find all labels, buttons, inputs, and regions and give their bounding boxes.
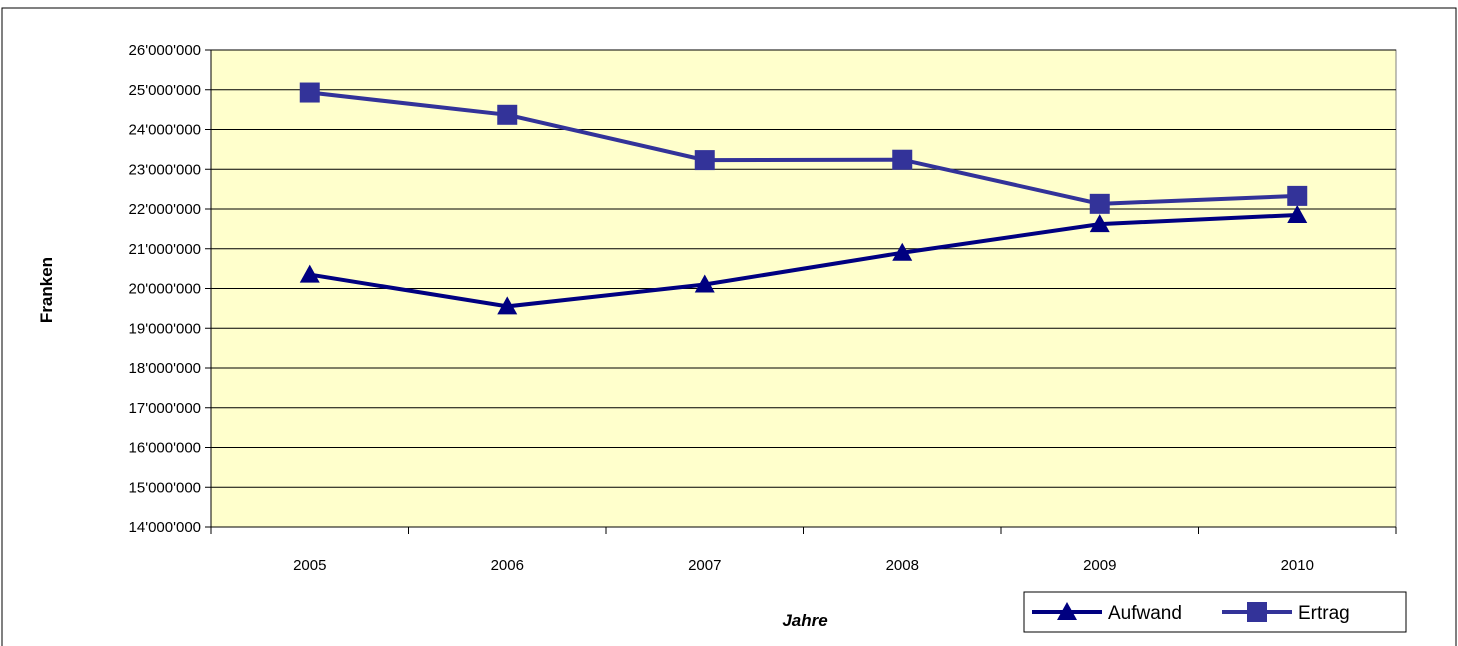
y-tick-label: 22'000'000 xyxy=(129,201,201,218)
data-point-aufwand xyxy=(497,296,518,315)
y-tick-label: 24'000'000 xyxy=(129,122,201,139)
legend-marker xyxy=(1057,602,1077,620)
legend-label: Ertrag xyxy=(1298,603,1350,624)
data-point-aufwand xyxy=(892,242,913,261)
series-line-aufwand xyxy=(309,212,1298,309)
data-point-ertrag xyxy=(892,149,913,170)
data-point-ertrag xyxy=(694,150,715,171)
legend-marker xyxy=(1247,602,1267,622)
y-tick-label: 19'000'000 xyxy=(129,320,201,337)
legend-box xyxy=(1023,591,1407,633)
y-tick-label: 14'000'000 xyxy=(129,519,201,536)
y-axis-ticks: 14'000'000 15'000'000 16'000'000 17'000'000… xyxy=(129,42,211,536)
y-tick-label: 23'000'000 xyxy=(129,161,201,178)
y-tick-label: 20'000'000 xyxy=(129,281,201,298)
data-point-ertrag xyxy=(497,104,518,125)
legend-item-aufwand: Aufwand xyxy=(1032,602,1182,624)
series-aufwand xyxy=(299,204,1308,315)
data-point-aufwand xyxy=(1287,204,1308,223)
legend-label: Aufwand xyxy=(1108,603,1182,624)
y-axis-title: Franken xyxy=(37,257,56,323)
y-tick-label: 17'000'000 xyxy=(129,400,201,417)
series-line-ertrag xyxy=(309,90,1298,206)
x-tick-label: 2010 xyxy=(1281,557,1314,574)
x-tick-label: 2008 xyxy=(886,557,919,574)
x-axis-ticks: 2005 2006 2007 2008 2009 2010 xyxy=(210,527,1397,574)
y-tick-label: 21'000'000 xyxy=(129,241,201,258)
y-tick-label: 25'000'000 xyxy=(129,82,201,99)
x-axis-title: Jahre xyxy=(782,611,827,630)
y-tick-label: 26'000'000 xyxy=(129,42,201,59)
data-point-ertrag xyxy=(1089,193,1110,214)
x-tick-label: 2007 xyxy=(688,557,721,574)
y-tick-label: 15'000'000 xyxy=(129,479,201,496)
y-tick-label: 18'000'000 xyxy=(129,360,201,377)
legend-item-ertrag: Ertrag xyxy=(1222,602,1350,624)
x-tick-label: 2005 xyxy=(293,557,326,574)
legend: Aufwand Ertrag xyxy=(1023,591,1407,633)
series-group xyxy=(299,82,1308,315)
data-point-ertrag xyxy=(299,82,320,103)
data-point-aufwand xyxy=(299,264,320,283)
x-tick-label: 2009 xyxy=(1083,557,1116,574)
data-point-aufwand xyxy=(694,274,715,293)
data-point-aufwand xyxy=(1089,214,1110,233)
y-tick-label: 16'000'000 xyxy=(129,440,201,457)
x-tick-label: 2006 xyxy=(491,557,524,574)
series-ertrag xyxy=(299,82,1308,214)
data-point-ertrag xyxy=(1287,185,1308,206)
